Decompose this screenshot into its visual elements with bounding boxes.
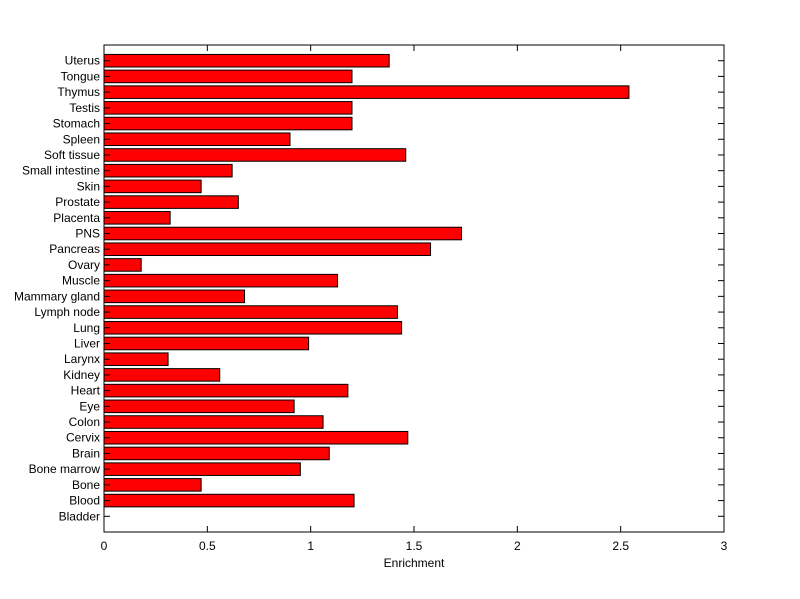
bar-skin [103, 179, 202, 194]
bar-spleen [103, 132, 291, 147]
bar-cervix [103, 430, 409, 445]
bar-soft-tissue [103, 148, 407, 162]
bar-small-intestine [103, 163, 233, 178]
bar-blood [103, 493, 355, 508]
y-tick-label-testis: Testis [69, 101, 100, 115]
y-tick-label-liver: Liver [74, 336, 100, 350]
y-tick-label-bladder: Bladder [59, 509, 100, 523]
y-tick-label-pancreas: Pancreas [49, 242, 100, 256]
ticks-group [103, 45, 725, 532]
y-tick-label-colon: Colon [69, 415, 100, 429]
y-tick-label-lymph-node: Lymph node [34, 305, 100, 319]
bar-liver [103, 336, 310, 351]
bar-placenta [103, 211, 171, 225]
bar-colon [103, 415, 324, 429]
bar-larynx [103, 352, 169, 366]
bar-kidney [103, 368, 221, 382]
y-tick-label-bone: Bone [72, 478, 100, 492]
x-axis-title: Enrichment [384, 556, 445, 570]
y-tick-label-uterus: Uterus [65, 54, 100, 68]
bar-prostate [103, 195, 239, 209]
y-tick-label-eye: Eye [79, 399, 100, 413]
y-tick-label-skin: Skin [77, 179, 100, 193]
y-tick-label-ovary: Ovary [68, 258, 100, 272]
y-tick-label-lung: Lung [73, 321, 100, 335]
y-tick-label-stomach: Stomach [53, 117, 100, 131]
bar-pancreas [103, 242, 432, 257]
y-tick-label-prostate: Prostate [55, 195, 100, 209]
bar-thymus [103, 85, 630, 99]
bar-brain [103, 446, 330, 461]
y-tick-label-placenta: Placenta [53, 211, 100, 225]
y-tick-label-small-intestine: Small intestine [22, 164, 100, 178]
x-tick-label-2: 2 [514, 539, 521, 553]
y-tick-label-cervix: Cervix [66, 431, 100, 445]
y-tick-label-thymus: Thymus [57, 85, 100, 99]
bar-tongue [103, 69, 353, 84]
x-tick-label-2-5: 2.5 [612, 539, 629, 553]
y-tick-label-larynx: Larynx [64, 352, 100, 366]
y-tick-label-pns: PNS [75, 227, 100, 241]
x-tick-label-0-5: 0.5 [199, 539, 216, 553]
bar-testis [103, 101, 353, 115]
y-tick-label-muscle: Muscle [62, 274, 100, 288]
y-tick-label-brain: Brain [72, 446, 100, 460]
y-tick-label-soft-tissue: Soft tissue [44, 148, 100, 162]
bar-stomach [103, 116, 353, 131]
y-tick-label-kidney: Kidney [63, 368, 100, 382]
bar-muscle [103, 273, 339, 288]
y-tick-label-heart: Heart [71, 384, 101, 398]
x-tick-label-1: 1 [307, 539, 314, 553]
y-tick-label-mammary-gland: Mammary gland [14, 289, 100, 303]
bar-lymph-node [103, 305, 398, 319]
bar-lung [103, 320, 403, 335]
bar-bone [103, 478, 202, 492]
y-tick-label-bone-marrow: Bone marrow [29, 462, 101, 476]
bar-heart [103, 383, 349, 398]
bars-group [103, 53, 630, 508]
bar-mammary-gland [103, 289, 246, 304]
x-tick-label-1-5: 1.5 [406, 539, 423, 553]
x-tick-label-3: 3 [721, 539, 728, 553]
y-tick-label-blood: Blood [69, 494, 100, 508]
y-tick-label-tongue: Tongue [61, 69, 101, 83]
x-tick-label-0: 0 [101, 539, 108, 553]
y-tick-label-spleen: Spleen [63, 132, 100, 146]
bar-uterus [103, 53, 390, 68]
x-tick-labels: 0 0.5 1 1.5 2 2.5 3 [101, 539, 728, 553]
bar-pns [103, 226, 463, 241]
bar-bone-marrow [103, 462, 301, 476]
bar-eye [103, 399, 295, 414]
